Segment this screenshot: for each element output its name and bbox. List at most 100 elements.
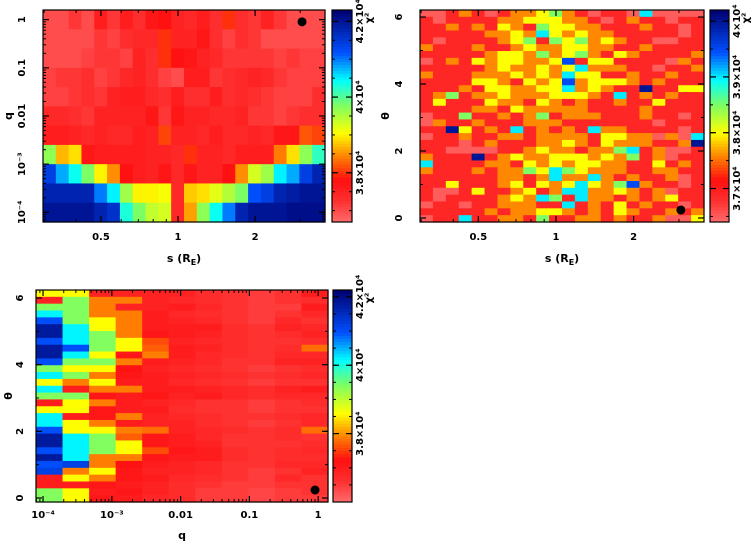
heatmap-cell [158,125,172,146]
heatmap-cell [145,67,159,88]
heatmap-cell [89,426,117,435]
heatmap-cell [107,10,121,30]
colorbar-segment [332,215,352,220]
colorbar-tick-label: 3.8×10⁴ [355,151,366,195]
heatmap-cell [613,51,628,59]
heatmap-cell [142,392,170,401]
heatmap-cell [142,351,170,359]
heatmap-cell [235,87,249,107]
heatmap-cell [626,85,641,93]
heatmap-cell [587,126,602,134]
heatmap-cell [301,290,329,298]
heatmap-cell [89,385,117,394]
heatmap-cell [248,296,276,305]
heatmap-cell [471,126,486,134]
heatmap-cell [471,112,486,121]
heatmap-cell [626,146,641,155]
colorbar-segment [332,103,352,108]
heatmap-cell [62,344,90,353]
colorbar-segment [710,134,729,138]
heatmap-cell [221,447,249,455]
heatmap-cell [665,30,679,38]
heatmap-cell [510,10,524,18]
heatmap-cell [678,119,692,127]
heatmap-cell [36,358,64,366]
x-axis-label-part: E [191,258,196,267]
heatmap-cell [536,98,550,107]
colorbar-segment [333,441,352,445]
heatmap-cell [260,87,275,107]
heatmap-cell [115,365,143,373]
heatmap-cell [678,208,692,216]
colorbar-segment [332,109,352,114]
heatmap-cell [523,208,537,216]
heatmap-cell [89,467,117,476]
heatmap-cell [458,215,473,223]
heatmap-cell [587,160,602,168]
heatmap-cell [209,106,224,127]
heatmap-cell [235,106,249,127]
heatmap-cell [445,64,460,73]
heatmap-cell [510,57,524,66]
heatmap-cell [574,16,589,25]
heatmap-cell [235,144,249,165]
heatmap-cell [94,164,108,185]
heatmap-cell [445,167,460,175]
heatmap-cell [43,202,57,223]
heatmap-cell [274,488,303,496]
heatmap-cell [523,44,537,52]
heatmap-cell [222,183,236,204]
heatmap-cell [36,447,64,455]
heatmap-cell [142,399,170,407]
heatmap-cell [484,167,499,175]
heatmap-cell [142,481,170,489]
colorbar-segment [332,140,352,144]
heatmap-cell [549,180,563,189]
heatmap-cell [420,126,434,134]
heatmap-cell [445,98,460,107]
x-axis-label: s (RE) [545,252,579,267]
colorbar-segment [710,112,729,117]
colorbar-segment [333,329,352,333]
heatmap-cell [600,37,615,45]
heatmap-cell [523,139,537,148]
heatmap-cell [574,10,589,18]
colorbar-segment [710,58,729,62]
heatmap-cell [274,460,303,469]
heatmap-cell [691,208,705,216]
heatmap-cell [549,85,563,93]
heatmap-cell [248,378,276,387]
heatmap-cell [301,413,329,421]
colorbar-segment [710,158,729,162]
heatmap-cell [562,105,576,114]
colorbar-segment [332,112,352,117]
heatmap-cell [299,87,313,107]
heatmap-cell [587,98,602,107]
heatmap-cell [484,194,499,203]
heatmap-cell [691,37,705,45]
heatmap-cell [691,146,705,155]
colorbar-segment [332,13,352,17]
heatmap-cell [536,153,550,162]
heatmap-cell [600,208,615,216]
heatmap-cell [432,146,447,155]
colorbar-segment [710,176,729,181]
heatmap-cell [639,16,653,25]
heatmap-cell [248,358,276,366]
colorbar-segment [333,489,352,494]
heatmap-cell [89,433,117,442]
colorbar-tick-label: 3.8×10⁴ [732,111,743,155]
heatmap-cell [89,372,117,380]
heatmap-cell [195,310,223,318]
heatmap-cell [652,105,666,114]
colorbar-segment [332,91,352,96]
heatmap-cell [115,419,143,428]
heatmap-cell [497,105,511,114]
heatmap-cell [458,112,473,121]
heatmap-cell [301,419,329,428]
colorbar-segment [710,125,729,129]
heatmap-cell [432,126,447,134]
heatmap-cell [168,454,196,462]
heatmap-cell [613,57,628,66]
heatmap-cell [484,187,499,196]
